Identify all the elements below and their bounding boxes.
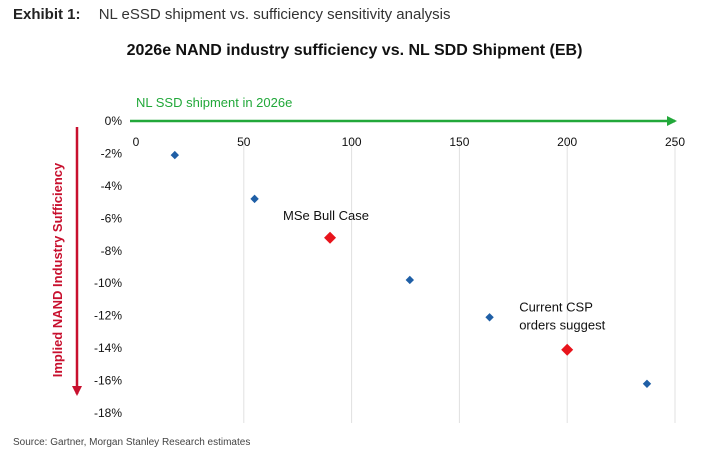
y-tick-label: -14% (94, 341, 122, 355)
y-tick-label: -18% (94, 406, 122, 420)
tick-labels: 0% -2% -4% -6% -8% -10% -12% -14% -16% -18% 0 50 100… (94, 114, 685, 420)
x-axis-label: NL SSD shipment in 2026e (136, 95, 292, 110)
annotation-bull-case: MSe Bull Case (283, 208, 369, 223)
data-point (405, 275, 415, 285)
data-point (250, 194, 259, 204)
grid-lines (243, 139, 676, 423)
y-tick-label: -8% (101, 244, 123, 258)
highlight-point (324, 231, 337, 244)
data-point (642, 379, 652, 388)
y-tick-label: -12% (94, 309, 122, 323)
annotation-csp-orders: orders suggest (519, 318, 605, 333)
y-tick-label: -6% (101, 211, 123, 225)
exhibit-title: NL eSSD shipment vs. sufficiency sensiti… (98, 6, 451, 23)
exhibit-header: Exhibit 1: NL eSSD shipment vs. sufficie… (13, 6, 451, 23)
x-tick-label: 50 (237, 135, 251, 149)
x-tick-label: 150 (449, 135, 469, 149)
x-tick-label: 100 (342, 135, 362, 149)
y-tick-label: -16% (94, 374, 122, 388)
annotation-csp-orders: Current CSP (519, 300, 593, 315)
y-tick-label: -4% (101, 179, 123, 193)
x-tick-label: 200 (557, 135, 577, 149)
x-tick-label: 250 (665, 135, 685, 149)
chart-title: 2026e NAND industry sufficiency vs. NL S… (126, 42, 583, 59)
exhibit-label: Exhibit 1: (13, 6, 81, 23)
x-tick-label: 0 (133, 135, 140, 149)
data-point (485, 313, 494, 322)
y-tick-label: 0% (105, 114, 123, 128)
source-note: Source: Gartner, Morgan Stanley Research… (13, 437, 251, 448)
y-axis-label: Implied NAND Industry Sufficiency (50, 162, 65, 377)
highlight-point (561, 343, 574, 356)
y-tick-label: -10% (94, 276, 122, 290)
data-point (170, 150, 180, 160)
annotations: MSe Bull Case Current CSP orders suggest (283, 208, 606, 333)
axes: NL SSD shipment in 2026e Implied NAND Ind… (50, 95, 677, 396)
data-points (170, 150, 652, 388)
y-tick-label: -2% (101, 146, 123, 160)
